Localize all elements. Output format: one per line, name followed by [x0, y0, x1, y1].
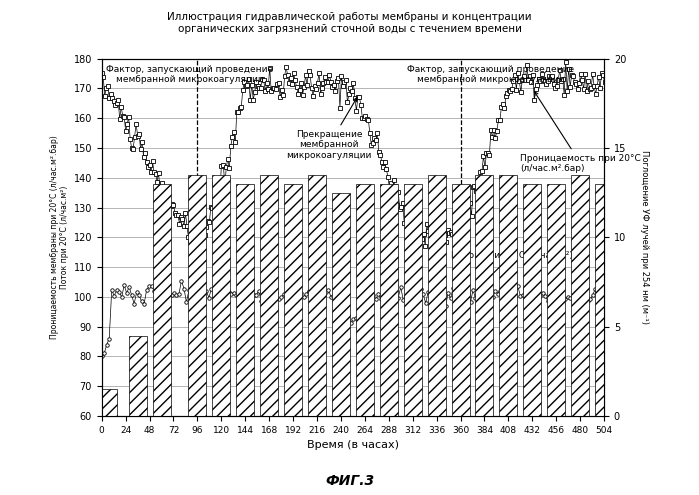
Bar	[524, 184, 541, 416]
Bar	[595, 184, 613, 416]
Y-axis label: Проницаемость мембраны при 20°C (л/час.м².бар)
Поток при 20°C (л/час.м²): Проницаемость мембраны при 20°C (л/час.м…	[50, 136, 69, 339]
Bar	[428, 175, 445, 416]
Text: Проницаемость при 20°C
(л/час.м².бар): Проницаемость при 20°C (л/час.м².бар)	[520, 92, 641, 173]
X-axis label: Время (в часах): Время (в часах)	[307, 440, 399, 450]
Y-axis label: Поглощение УФ лучей при 254 нм (м⁻¹): Поглощение УФ лучей при 254 нм (м⁻¹)	[640, 150, 649, 324]
Text: Поток при 20°C (л/час.м²): Поток при 20°C (л/час.м²)	[451, 250, 572, 288]
Text: ФИГ.3: ФИГ.3	[325, 474, 374, 488]
Bar	[308, 175, 326, 416]
Bar	[152, 184, 171, 416]
Bar	[452, 184, 470, 416]
Bar	[547, 184, 565, 416]
Text: Фактор, запускающий проведение
мембранной микрокоагуляции: Фактор, запускающий проведение мембранно…	[407, 64, 574, 84]
Text: Фактор, запускающий проведение
мембранной микрокоагуляции: Фактор, запускающий проведение мембранно…	[106, 64, 273, 84]
Bar	[129, 336, 147, 416]
Text: Иллюстрация гидравлической работы мембраны и концентрации
органических загрязнен: Иллюстрация гидравлической работы мембра…	[167, 12, 532, 34]
Bar	[236, 184, 254, 416]
Bar	[284, 184, 302, 416]
Bar	[475, 175, 493, 416]
Bar	[99, 389, 117, 416]
Bar	[260, 175, 278, 416]
Bar	[571, 175, 589, 416]
Text: Прекращение
мембранной
микрокоагуляции: Прекращение мембранной микрокоагуляции	[287, 98, 372, 160]
Bar	[404, 184, 421, 416]
Bar	[380, 184, 398, 416]
Bar	[499, 175, 517, 416]
Bar	[356, 184, 374, 416]
Bar	[212, 175, 230, 416]
Bar	[332, 193, 350, 416]
Bar	[189, 175, 206, 416]
